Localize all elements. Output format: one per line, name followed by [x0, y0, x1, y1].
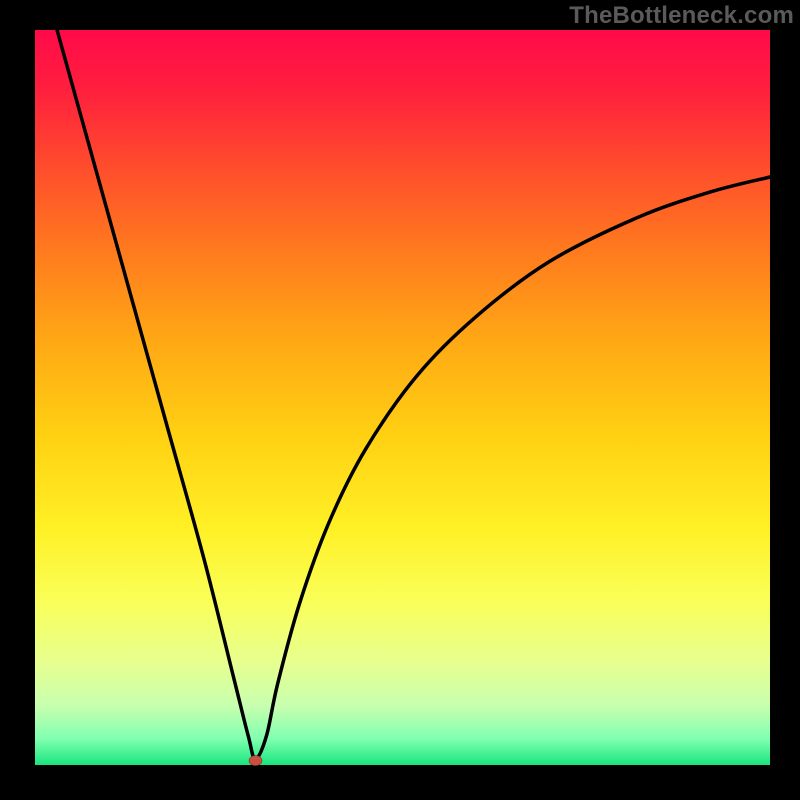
bottleneck-chart	[0, 0, 800, 800]
optimal-point-marker	[249, 756, 262, 766]
plot-background	[35, 30, 770, 765]
chart-container: TheBottleneck.com	[0, 0, 800, 800]
watermark-text: TheBottleneck.com	[569, 2, 794, 30]
